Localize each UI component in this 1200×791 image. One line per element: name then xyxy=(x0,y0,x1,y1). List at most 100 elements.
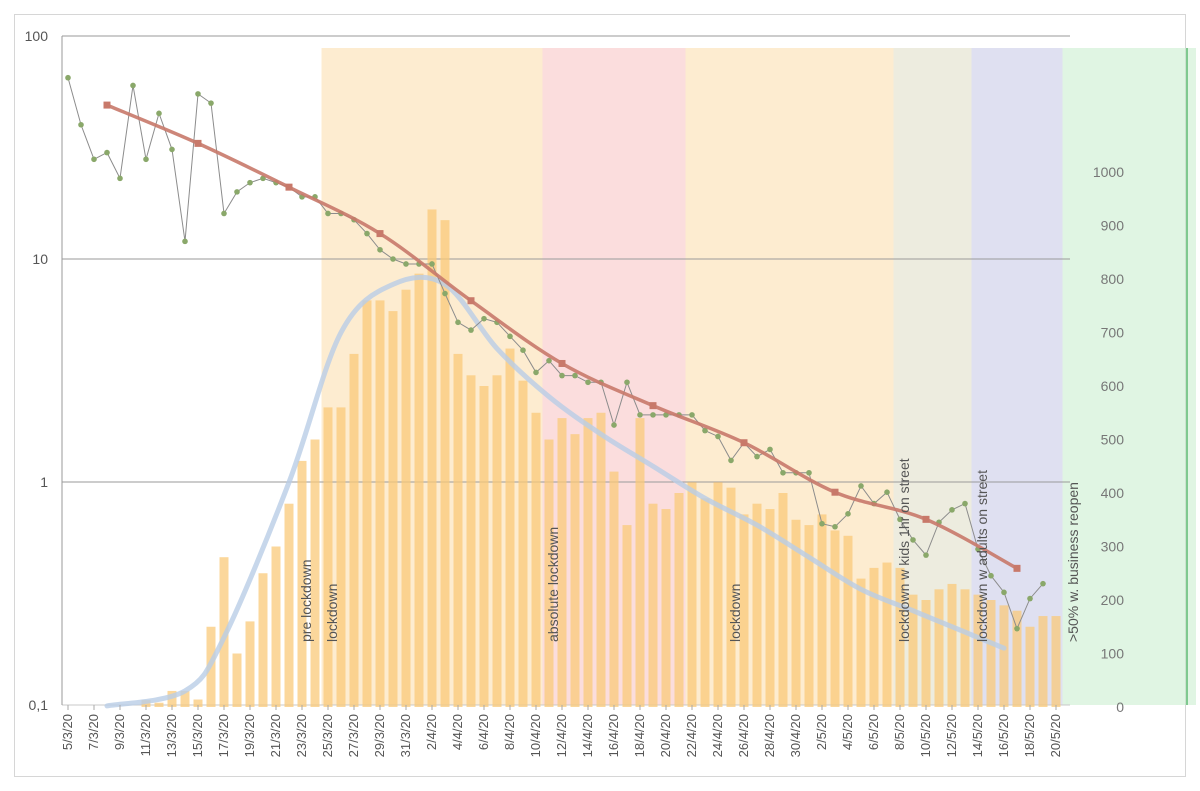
bar-53 xyxy=(752,503,762,707)
bar-46 xyxy=(661,509,671,707)
daily-ratio-point-43 xyxy=(624,379,630,386)
daily-ratio-point-49 xyxy=(702,427,708,434)
bar-60 xyxy=(843,535,853,707)
trend-point-8 xyxy=(831,488,839,496)
bar-9 xyxy=(180,690,190,707)
bar-59 xyxy=(830,530,840,707)
trend-point-9 xyxy=(922,515,930,523)
daily-bars xyxy=(141,209,1061,707)
daily-ratio-point-0 xyxy=(65,74,71,81)
bar-31 xyxy=(466,375,476,707)
daily-ratio-point-75 xyxy=(1040,580,1046,587)
x-tick-label: 12/4/20 xyxy=(554,714,569,757)
daily-ratio-point-69 xyxy=(962,500,968,507)
left-tick-label: 10 xyxy=(32,251,48,267)
bar-30 xyxy=(453,353,463,707)
daily-ratio-point-9 xyxy=(182,238,188,245)
daily-ratio-point-12 xyxy=(221,210,227,217)
bar-37 xyxy=(544,439,554,707)
trend-point-6 xyxy=(649,402,657,410)
bar-54 xyxy=(765,509,775,707)
bar-51 xyxy=(726,487,736,707)
daily-ratio-point-38 xyxy=(559,372,565,379)
bar-72 xyxy=(999,605,1009,707)
right-tick-label: 600 xyxy=(1101,378,1125,394)
x-tick-label: 6/5/20 xyxy=(866,714,881,750)
daily-ratio-path xyxy=(67,77,1044,630)
bar-74 xyxy=(1025,626,1035,707)
daily-ratio-point-39 xyxy=(572,372,578,379)
daily-ratio-point-26 xyxy=(403,261,409,267)
trend-point-2 xyxy=(285,183,293,191)
x-tick-label: 6/4/20 xyxy=(476,714,491,750)
x-tick-label: 4/4/20 xyxy=(450,714,465,750)
annotation-label: pre lockdown xyxy=(298,560,314,643)
bar-67 xyxy=(934,589,944,707)
daily-ratio-point-73 xyxy=(1014,625,1020,632)
bar-17 xyxy=(284,503,294,707)
bar-70 xyxy=(973,594,983,707)
bar-76 xyxy=(1051,616,1061,707)
daily-ratio-point-28 xyxy=(429,261,435,267)
x-tick-label: 31/3/20 xyxy=(398,714,413,757)
daily-ratio-point-10 xyxy=(195,91,201,97)
annotation-label: lockdown w adults on street xyxy=(974,470,990,642)
daily-ratio-point-23 xyxy=(364,230,370,237)
trend-line xyxy=(103,101,1021,572)
trend-point-5 xyxy=(558,359,566,367)
bar-16 xyxy=(271,546,281,707)
x-tick-label: 22/4/20 xyxy=(684,714,699,757)
trend-point-1 xyxy=(194,139,202,147)
x-tick-label: 23/3/20 xyxy=(294,714,309,757)
right-tick-label: 1000 xyxy=(1093,164,1124,180)
bar-38 xyxy=(557,418,567,707)
right-tick-label: 900 xyxy=(1101,218,1125,234)
bar-65 xyxy=(908,594,918,707)
bar-56 xyxy=(791,519,801,707)
right-tick-label: 400 xyxy=(1101,485,1125,501)
x-tick-label: 10/4/20 xyxy=(528,714,543,757)
daily-ratio-point-6 xyxy=(143,156,149,163)
bar-55 xyxy=(778,493,788,707)
bar-40 xyxy=(583,418,593,707)
bar-58 xyxy=(817,514,827,707)
right-tick-label: 500 xyxy=(1101,432,1125,448)
daily-ratio-point-24 xyxy=(377,246,383,253)
bar-10 xyxy=(193,699,203,707)
x-tick-label: 25/3/20 xyxy=(320,714,335,757)
trend-point-10 xyxy=(1013,564,1021,572)
daily-ratio-point-53 xyxy=(754,453,760,460)
daily-ratio-point-37 xyxy=(546,357,552,364)
bar-19 xyxy=(310,439,320,707)
band-4 xyxy=(971,48,1063,705)
daily-ratio-point-40 xyxy=(585,379,591,386)
daily-ratio-point-1 xyxy=(78,121,84,128)
bar-49 xyxy=(700,498,710,707)
left-tick-label: 1 xyxy=(40,474,48,490)
bar-25 xyxy=(388,311,398,707)
bar-21 xyxy=(336,407,346,707)
bar-32 xyxy=(479,386,489,707)
daily-ratio-point-45 xyxy=(650,412,656,418)
daily-ratio-point-2 xyxy=(91,156,97,163)
daily-ratio-point-60 xyxy=(845,511,851,517)
x-tick-label: 16/4/20 xyxy=(606,714,621,757)
daily-ratio-point-44 xyxy=(637,412,643,418)
daily-ratio-point-59 xyxy=(832,523,838,530)
annotation-label: lockdown xyxy=(324,584,340,642)
daily-ratio-point-66 xyxy=(923,552,929,558)
bar-41 xyxy=(596,412,606,707)
bar-35 xyxy=(518,380,528,707)
daily-ratio-point-20 xyxy=(325,210,331,217)
bar-66 xyxy=(921,600,931,707)
daily-ratio-point-55 xyxy=(780,469,786,476)
band-3 xyxy=(893,48,972,705)
daily-ratio-point-3 xyxy=(104,149,110,156)
daily-ratio-point-34 xyxy=(507,333,513,340)
left-tick-label: 0,1 xyxy=(29,697,49,713)
daily-ratio-point-51 xyxy=(728,457,734,464)
x-tick-label: 14/5/20 xyxy=(970,714,985,757)
x-tick-label: 5/3/20 xyxy=(60,714,75,750)
trend-point-0 xyxy=(103,101,111,109)
